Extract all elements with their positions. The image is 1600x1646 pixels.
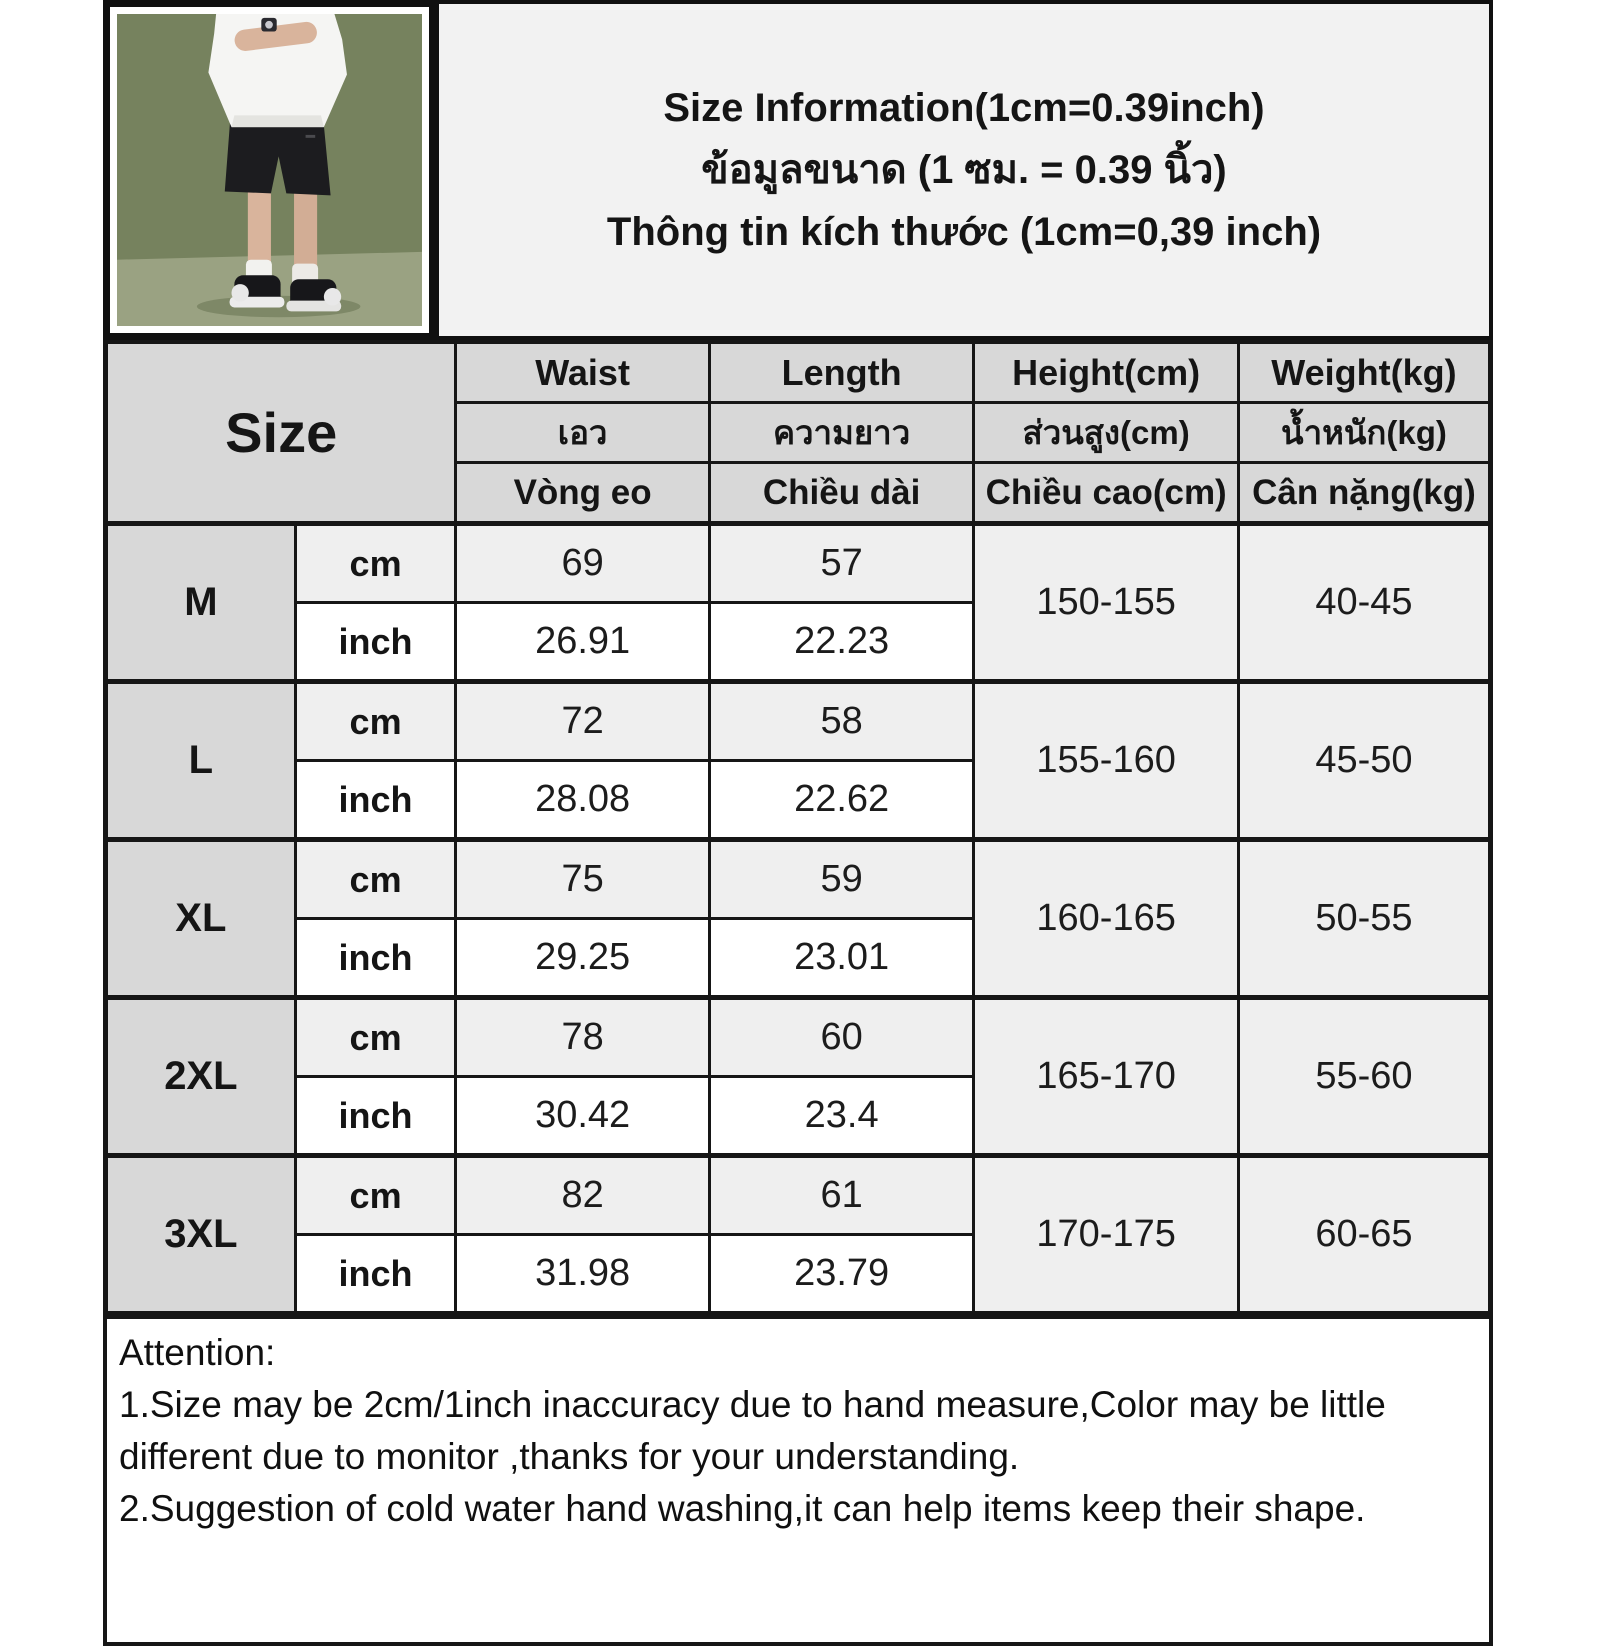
size-table: Size Waist Length Height(cm) Weight(kg) … [103, 339, 1493, 1316]
col-header-waist-vi: Vòng eo [454, 461, 711, 526]
unit-cm: cm [293, 521, 458, 604]
l-length-inch: 22.62 [707, 759, 976, 841]
m-waist-inch: 26.91 [454, 601, 711, 683]
row-2xl-cm: 2XL cm 78 60 165-170 55-60 [104, 995, 1493, 1157]
m-weight: 40-45 [1236, 521, 1493, 683]
l-length-cm: 58 [707, 679, 976, 762]
xl-weight: 50-55 [1236, 837, 1493, 999]
2xl-length-cm: 60 [707, 995, 976, 1078]
col-header-height-th: ส่วนสูง(cm) [972, 401, 1240, 464]
col-header-height-vi: Chiều cao(cm) [972, 461, 1240, 526]
header-row-th: เอว ความยาว ส่วนสูง(cm) น้ำหนัก(kg) [106, 401, 1493, 464]
col-header-length-th: ความยาว [707, 401, 976, 464]
2xl-waist-cm: 78 [454, 995, 711, 1078]
title-th: ข้อมูลขนาด (1 ซม. = 0.39 นิ้ว) [701, 148, 1227, 192]
m-length-inch: 22.23 [707, 601, 976, 683]
row-m-inch: inch 26.91 22.23 [106, 601, 1491, 683]
3xl-waist-inch: 31.98 [454, 1233, 711, 1315]
title-box: Size Information(1cm=0.39inch) ข้อมูลขนา… [436, 0, 1493, 340]
3xl-waist-cm: 82 [454, 1153, 711, 1236]
row-l-inch: inch 28.08 22.62 [106, 759, 1491, 841]
row-3xl-cm: 3XL cm 82 61 170-175 60-65 [104, 1153, 1493, 1315]
l-height: 155-160 [972, 679, 1240, 841]
l-waist-inch: 28.08 [454, 759, 711, 841]
title-en: Size Information(1cm=0.39inch) [663, 86, 1265, 130]
3xl-length-inch: 23.79 [707, 1233, 976, 1315]
attention-note-1: 1.Size may be 2cm/1inch inaccuracy due t… [119, 1384, 1386, 1477]
col-header-length-en: Length [707, 340, 976, 404]
col-header-waist-en: Waist [454, 340, 711, 404]
col-header-length-vi: Chiều dài [707, 461, 976, 526]
col-header-weight-vi: Cân nặng(kg) [1236, 461, 1493, 526]
size-label-l: L [104, 679, 297, 841]
size-label-xl: XL [104, 837, 297, 999]
l-waist-cm: 72 [454, 679, 711, 762]
col-header-weight-en: Weight(kg) [1236, 340, 1493, 404]
row-2xl-inch: inch 30.42 23.4 [106, 1075, 1491, 1157]
xl-waist-cm: 75 [454, 837, 711, 920]
xl-waist-inch: 29.25 [454, 917, 711, 999]
xl-length-cm: 59 [707, 837, 976, 920]
m-length-cm: 57 [707, 521, 976, 604]
row-xl-cm: XL cm 75 59 160-165 50-55 [104, 837, 1493, 999]
size-chart-page: Size Information(1cm=0.39inch) ข้อมูลขนา… [103, 0, 1493, 1646]
unit-cm: cm [293, 1153, 458, 1236]
size-header-cell: Size [103, 340, 458, 525]
unit-cm: cm [293, 995, 458, 1078]
row-l-cm: L cm 72 58 155-160 45-50 [104, 679, 1493, 841]
size-label-m: M [104, 521, 297, 683]
product-photo-frame [103, 0, 436, 340]
col-header-waist-th: เอว [454, 401, 711, 464]
xl-length-inch: 23.01 [707, 917, 976, 999]
col-header-weight-th: น้ำหนัก(kg) [1236, 401, 1493, 464]
attention-section: Attention: 1.Size may be 2cm/1inch inacc… [103, 1316, 1493, 1646]
unit-inch: inch [293, 601, 458, 683]
unit-inch: inch [293, 917, 458, 999]
top-section: Size Information(1cm=0.39inch) ข้อมูลขนา… [103, 0, 1493, 340]
m-waist-cm: 69 [454, 521, 711, 604]
product-photo-illustration [117, 14, 422, 326]
3xl-height: 170-175 [972, 1153, 1240, 1315]
l-weight: 45-50 [1236, 679, 1493, 841]
2xl-waist-inch: 30.42 [454, 1075, 711, 1157]
unit-cm: cm [293, 679, 458, 762]
size-label-3xl: 3XL [104, 1153, 297, 1315]
2xl-length-inch: 23.4 [707, 1075, 976, 1157]
2xl-weight: 55-60 [1236, 995, 1493, 1157]
m-height: 150-155 [972, 521, 1240, 683]
col-header-height-en: Height(cm) [972, 340, 1240, 404]
row-3xl-inch: inch 31.98 23.79 [106, 1233, 1491, 1315]
attention-note-2: 2.Suggestion of cold water hand washing,… [119, 1488, 1366, 1529]
unit-cm: cm [293, 837, 458, 920]
3xl-weight: 60-65 [1236, 1153, 1493, 1315]
title-vi: Thông tin kích thước (1cm=0,39 inch) [606, 210, 1322, 254]
unit-inch: inch [293, 1233, 458, 1315]
2xl-height: 165-170 [972, 995, 1240, 1157]
unit-inch: inch [293, 1075, 458, 1157]
attention-heading: Attention: [119, 1332, 276, 1373]
unit-inch: inch [293, 759, 458, 841]
xl-height: 160-165 [972, 837, 1240, 999]
row-xl-inch: inch 29.25 23.01 [106, 917, 1491, 999]
row-m-cm: M cm 69 57 150-155 40-45 [104, 521, 1493, 683]
3xl-length-cm: 61 [707, 1153, 976, 1236]
size-label-2xl: 2XL [104, 995, 297, 1157]
header-row-en: Size Waist Length Height(cm) Weight(kg) [103, 340, 1493, 525]
header-row-vi: Vòng eo Chiều dài Chiều cao(cm) Cân nặng… [106, 461, 1493, 526]
